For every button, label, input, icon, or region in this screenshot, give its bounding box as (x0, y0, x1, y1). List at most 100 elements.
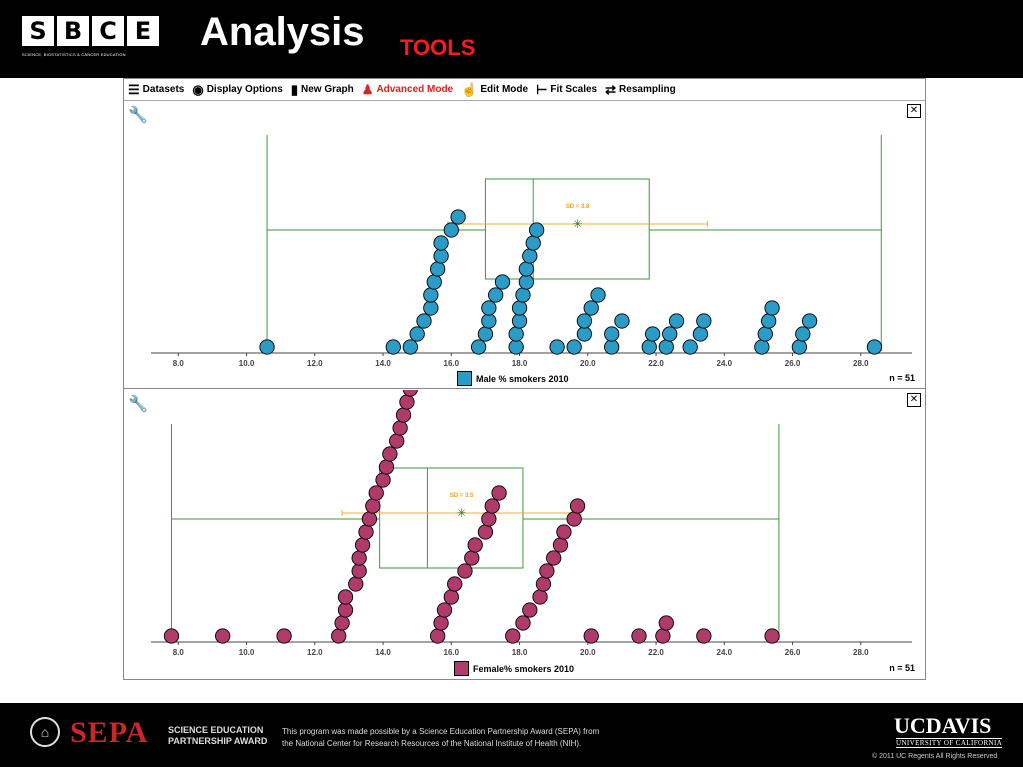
x-tick-label: 8.0 (173, 648, 185, 657)
data-point (518, 261, 535, 277)
sepa-subtitle-line: SCIENCE EDUCATION (168, 725, 264, 735)
toolbar-item-edit-mode[interactable]: ☝ Edit Mode (461, 83, 528, 96)
toolbar-item-datasets[interactable]: ☰ Datasets (128, 83, 184, 96)
sbce-logo: S B C E SCIENCE, BIOSTATISTICS & CANCER … (22, 16, 166, 68)
x-tick-label: 18.0 (512, 359, 528, 368)
data-point (433, 235, 449, 251)
toolbar-item-label: Display Options (206, 84, 283, 95)
data-point (402, 390, 418, 397)
data-point (399, 394, 415, 410)
x-tick-label: 10.0 (239, 359, 255, 368)
ucdavis-logo: UCDAVIS (894, 713, 992, 738)
data-point (614, 313, 630, 329)
data-point (764, 300, 780, 316)
data-point (576, 313, 593, 329)
legend-swatch (457, 371, 472, 386)
close-panel-button[interactable]: ✕ (907, 393, 921, 407)
data-point (801, 313, 818, 329)
data-point (522, 602, 538, 618)
data-point (385, 339, 401, 355)
data-point (331, 628, 347, 644)
toolbar-item-advanced-mode[interactable]: ♟ Advanced Mode (362, 83, 453, 96)
data-point (215, 628, 231, 644)
x-tick-label: 28.0 (853, 648, 869, 657)
male-dot-plot: 8.0 10.0 12.0 14.0 16.0 18.0 20.0 22.0 24.0 26.0 2… (151, 135, 912, 368)
toolbar-item-label: Datasets (142, 84, 185, 95)
data-point (443, 222, 459, 238)
x-tick-label: 22.0 (648, 648, 664, 657)
sepa-subtitle-line: PARTNERSHIP AWARD (168, 736, 268, 746)
female-dot-plot: 8.0 10.0 12.0 14.0 16.0 18.0 20.0 22.0 24.0 26.0 2… (151, 390, 912, 657)
data-point (395, 407, 412, 423)
mean-marker: ✳ (457, 506, 467, 520)
data-point (604, 326, 620, 342)
data-point (583, 628, 599, 644)
x-tick-label: 24.0 (717, 359, 733, 368)
data-point (655, 628, 671, 644)
data-point (450, 209, 466, 225)
toolbar-item-fit-scales[interactable]: ⊢ Fit Scales (536, 83, 597, 96)
data-point (552, 537, 569, 553)
toolbar-item-label: Fit Scales (550, 84, 598, 95)
data-point (375, 472, 391, 488)
x-tick-label: 14.0 (375, 359, 391, 368)
data-point (569, 498, 586, 514)
data-point (757, 326, 773, 342)
data-point (481, 300, 497, 316)
data-point (528, 222, 545, 238)
ucdavis-subtitle: UNIVERSITY OF CALIFORNIA (896, 738, 1003, 748)
shuffle-icon: ⇄ (605, 82, 617, 97)
data-point (443, 589, 459, 605)
x-tick-label: 22.0 (648, 359, 664, 368)
toolbar-item-resampling[interactable]: ⇄ Resampling (605, 83, 676, 96)
data-point (539, 563, 555, 579)
data-point (477, 524, 494, 540)
data-point (423, 287, 439, 303)
legend: Female% smokers 2010 (454, 661, 574, 676)
funding-line: This program was made possible by a Scie… (282, 727, 600, 736)
graph-panel-male: 8.0 10.0 12.0 14.0 16.0 18.0 20.0 22.0 24.0 26.0 2… (124, 101, 925, 389)
data-point (365, 498, 381, 514)
data-point (470, 339, 487, 355)
data-point (583, 300, 599, 316)
data-point (416, 313, 432, 329)
iqr-box (379, 467, 524, 569)
x-tick-label: 20.0 (580, 359, 596, 368)
wrench-icon[interactable]: 🔧 (128, 396, 148, 413)
data-point (334, 615, 350, 631)
data-point (682, 339, 698, 355)
header-bar: S B C E SCIENCE, BIOSTATISTICS & CANCER … (0, 0, 1023, 78)
toolbar-item-new-graph[interactable]: ▮ New Graph (291, 83, 354, 96)
wrench-icon[interactable]: 🔧 (128, 107, 148, 124)
x-tick-label: 16.0 (444, 648, 460, 657)
hand-pointer-icon: ☝ (461, 82, 478, 97)
data-point (464, 550, 480, 566)
data-point (433, 248, 449, 264)
x-tick-label: 26.0 (785, 359, 801, 368)
data-point (508, 339, 524, 355)
data-point (658, 339, 674, 355)
data-point (276, 628, 292, 644)
page-title: Analysis (200, 10, 365, 54)
data-point (163, 628, 180, 644)
legend-swatch (454, 661, 469, 676)
data-point (515, 615, 531, 631)
eye-icon: ◉ (192, 82, 204, 97)
copyright: © 2011 UC Regents All Rights Reserved (872, 753, 998, 760)
x-tick-label: 10.0 (239, 648, 255, 657)
data-point (505, 628, 521, 644)
data-point (392, 420, 408, 436)
x-tick-label: 18.0 (512, 648, 528, 657)
page-subtitle: TOOLS (400, 35, 476, 60)
data-point (696, 628, 712, 644)
close-panel-button[interactable]: ✕ (907, 104, 921, 118)
data-point (361, 511, 378, 527)
data-point (566, 511, 582, 527)
analysis-tool-window: ☰ Datasets ◉ Display Options ▮ New Graph… (123, 78, 926, 680)
funding-notice: This program was made possible by a Scie… (282, 726, 642, 750)
data-point (518, 274, 535, 290)
data-point (515, 287, 531, 303)
data-point (791, 339, 808, 355)
toolbar-item-display-options[interactable]: ◉ Display Options (192, 83, 282, 96)
data-point (556, 524, 572, 540)
